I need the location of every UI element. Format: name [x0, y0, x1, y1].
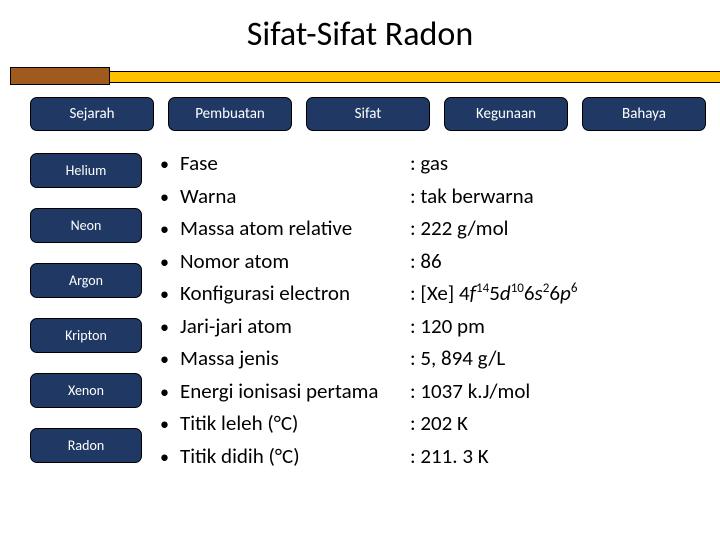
list-item: • Nomor atom 86	[160, 245, 706, 278]
bullet-icon: •	[160, 216, 180, 244]
tab-bar: Sejarah Pembuatan Sifat Kegunaan Bahaya	[0, 87, 720, 137]
bullet-icon: •	[160, 281, 180, 309]
property-name: Massa atom relative	[180, 212, 410, 245]
tab-bahaya[interactable]: Bahaya	[582, 97, 706, 131]
property-value: 222 g/mol	[410, 212, 508, 245]
property-value: 1037 k.J/mol	[410, 375, 530, 408]
sidebar-item-neon[interactable]: Neon	[30, 208, 142, 243]
bullet-icon: •	[160, 379, 180, 407]
property-name: Warna	[180, 180, 410, 213]
property-value: gas	[410, 147, 448, 180]
property-name: Jari-jari atom	[180, 310, 410, 343]
list-item: • Warna tak berwarna	[160, 180, 706, 213]
property-value: 86	[410, 245, 442, 278]
tab-pembuatan[interactable]: Pembuatan	[168, 97, 292, 131]
property-value: 211. 3 K	[410, 440, 489, 473]
property-name: Massa jenis	[180, 342, 410, 375]
list-item: • Konfigurasi electron [Xe] 4f145d106s26…	[160, 277, 706, 310]
properties-list: • Fase gas • Warna tak berwarna • Massa …	[160, 147, 706, 472]
property-value: [Xe] 4f145d106s26p6	[410, 277, 577, 310]
sidebar-item-xenon[interactable]: Xenon	[30, 373, 142, 408]
property-name: Konfigurasi electron	[180, 277, 410, 310]
bullet-icon: •	[160, 411, 180, 439]
property-name: Fase	[180, 147, 410, 180]
property-name: Titik leleh (°C)	[180, 407, 410, 440]
bullet-icon: •	[160, 249, 180, 277]
property-name: Nomor atom	[180, 245, 410, 278]
list-item: • Titik leleh (°C) 202 K	[160, 407, 706, 440]
sidebar-item-kripton[interactable]: Kripton	[30, 318, 142, 353]
bullet-icon: •	[160, 346, 180, 374]
bullet-icon: •	[160, 314, 180, 342]
property-value: 202 K	[410, 407, 468, 440]
list-item: • Energi ionisasi pertama 1037 k.J/mol	[160, 375, 706, 408]
list-item: • Massa jenis 5, 894 g/L	[160, 342, 706, 375]
page-title: Sifat-Sifat Radon	[0, 0, 720, 67]
bullet-icon: •	[160, 184, 180, 212]
accent-band-orange	[10, 67, 110, 85]
accent-band	[0, 67, 720, 87]
accent-band-yellow	[110, 71, 720, 83]
list-item: • Jari-jari atom 120 pm	[160, 310, 706, 343]
tab-sifat[interactable]: Sifat	[306, 97, 430, 131]
list-item: • Titik didih (°C) 211. 3 K	[160, 440, 706, 473]
element-sidebar: Helium Neon Argon Kripton Xenon Radon	[30, 143, 142, 472]
tab-sejarah[interactable]: Sejarah	[30, 97, 154, 131]
property-name: Titik didih (°C)	[180, 440, 410, 473]
property-value: tak berwarna	[410, 180, 534, 213]
properties-panel: • Fase gas • Warna tak berwarna • Massa …	[142, 143, 706, 472]
property-value: 5, 894 g/L	[410, 342, 505, 375]
sidebar-item-helium[interactable]: Helium	[30, 153, 142, 188]
property-name: Energi ionisasi pertama	[180, 375, 410, 408]
property-value: 120 pm	[410, 310, 485, 343]
list-item: • Massa atom relative 222 g/mol	[160, 212, 706, 245]
sidebar-item-argon[interactable]: Argon	[30, 263, 142, 298]
list-item: • Fase gas	[160, 147, 706, 180]
bullet-icon: •	[160, 444, 180, 472]
bullet-icon: •	[160, 151, 180, 179]
tab-kegunaan[interactable]: Kegunaan	[444, 97, 568, 131]
sidebar-item-radon[interactable]: Radon	[30, 428, 142, 463]
